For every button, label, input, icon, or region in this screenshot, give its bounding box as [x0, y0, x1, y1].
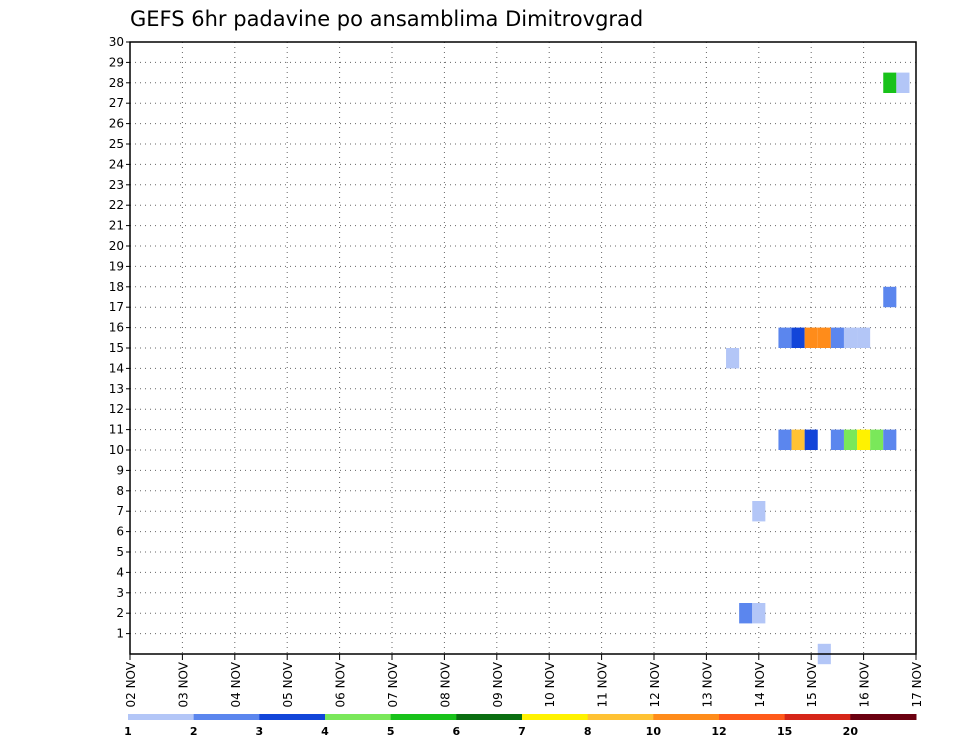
colorbar-swatch: [128, 714, 195, 720]
colorbar-label: 2: [190, 725, 198, 738]
colorbar-label: 6: [453, 725, 461, 738]
y-tick-label: 30: [109, 35, 124, 49]
precip-cell: [804, 429, 818, 450]
y-tick-label: 23: [109, 178, 124, 192]
precip-cell: [778, 327, 792, 348]
colorbar-label: 8: [584, 725, 592, 738]
precip-cell: [843, 327, 858, 348]
y-tick-label: 26: [109, 117, 124, 131]
precip-cell: [739, 603, 753, 624]
precip-cell: [883, 72, 897, 93]
x-tick-label: 03 NOV: [176, 661, 190, 707]
precip-cell: [830, 327, 844, 348]
colorbar: 1 2 3 4 5 6 7 8 10 12 15 20: [124, 714, 917, 738]
precip-cell: [883, 286, 897, 308]
colorbar-swatch: [325, 714, 392, 720]
y-tick-label: 20: [109, 239, 124, 253]
y-tick-label: 19: [109, 259, 124, 273]
colorbar-label: 5: [387, 725, 395, 738]
y-tick-label: 3: [116, 586, 124, 600]
y-tick-label: 27: [109, 96, 124, 110]
x-tick-label: 10 NOV: [543, 661, 557, 707]
y-tick-label: 2: [116, 606, 124, 620]
precip-cell: [896, 72, 910, 93]
precip-cell: [791, 429, 805, 450]
y-tick-label: 16: [109, 321, 124, 335]
x-tick-label: 04 NOV: [229, 661, 243, 707]
precip-cell: [778, 429, 792, 450]
colorbar-label: 20: [843, 725, 859, 738]
precip-cell: [804, 327, 818, 348]
colorbar-label: 7: [518, 725, 526, 738]
precip-cell: [791, 327, 805, 348]
x-tick-label: 05 NOV: [281, 661, 295, 707]
x-tick-label: 09 NOV: [491, 661, 505, 707]
chart-title: GEFS 6hr padavine po ansamblima Dimitrov…: [130, 7, 643, 31]
colorbar-swatch: [587, 714, 654, 720]
y-tick-label: 12: [109, 402, 124, 416]
y-tick-label: 6: [116, 525, 124, 539]
y-tick-label: 28: [109, 76, 124, 90]
colorbar-swatch: [193, 714, 260, 720]
colorbar-label: 4: [321, 725, 329, 738]
y-tick-label: 5: [116, 545, 124, 559]
grid-lines: [130, 42, 916, 654]
x-tick-label: 06 NOV: [334, 661, 348, 707]
precip-cell: [843, 429, 858, 450]
colorbar-label: 1: [124, 725, 132, 738]
colorbar-swatch: [784, 714, 851, 720]
precip-cell: [817, 327, 831, 348]
x-tick-label: 12 NOV: [648, 661, 662, 707]
y-tick-label: 13: [109, 382, 124, 396]
x-tick-label: 08 NOV: [438, 661, 452, 707]
x-tick-label: 17 NOV: [910, 661, 924, 707]
x-tick-label: 07 NOV: [386, 661, 400, 707]
colorbar-swatch: [653, 714, 720, 720]
colorbar-swatch: [259, 714, 326, 720]
x-tick-label: 02 NOV: [124, 661, 138, 707]
y-tick-label: 15: [109, 341, 124, 355]
precip-cell: [726, 348, 740, 369]
y-tick-label: 17: [109, 300, 124, 314]
x-axis: 02 NOV 03 NOV 04 NOV 05 NOV 06 NOV 07 NOV 08 N…: [124, 654, 924, 708]
colorbar-swatch: [456, 714, 523, 720]
colorbar-label: 15: [777, 725, 792, 738]
precip-cell: [870, 429, 884, 450]
y-tick-label: 11: [109, 423, 124, 437]
x-tick-label: 15 NOV: [805, 661, 819, 707]
precip-cell: [752, 501, 766, 522]
y-tick-label: 9: [116, 463, 124, 477]
y-tick-label: 29: [109, 55, 124, 69]
colorbar-swatch: [719, 714, 786, 720]
precip-cell: [883, 429, 897, 450]
x-tick-label: 13 NOV: [700, 661, 714, 707]
y-tick-label: 8: [116, 484, 124, 498]
y-tick-label: 1: [116, 627, 124, 641]
y-tick-label: 18: [109, 280, 124, 294]
x-tick-label: 14 NOV: [753, 661, 767, 707]
y-tick-label: 10: [109, 443, 124, 457]
data-cells: [726, 72, 910, 665]
colorbar-label: 3: [256, 725, 264, 738]
y-tick-label: 25: [109, 137, 124, 151]
y-tick-label: 7: [116, 504, 124, 518]
x-tick-label: 16 NOV: [858, 661, 872, 707]
colorbar-swatch: [390, 714, 457, 720]
y-axis: 1234567891011121314151617181920212223242…: [109, 35, 130, 641]
colorbar-label: 12: [711, 725, 726, 738]
x-tick-label: 11 NOV: [596, 661, 610, 707]
y-tick-label: 22: [109, 198, 124, 212]
colorbar-swatch: [850, 714, 917, 720]
colorbar-label: 10: [646, 725, 662, 738]
colorbar-swatch: [522, 714, 589, 720]
precip-cell: [857, 429, 871, 450]
y-tick-label: 14: [109, 361, 124, 375]
y-tick-label: 21: [109, 219, 124, 233]
precip-cell: [830, 429, 844, 450]
y-tick-label: 24: [109, 157, 124, 171]
precip-cell: [857, 327, 871, 348]
y-tick-label: 4: [116, 565, 124, 579]
precip-cell: [752, 603, 766, 624]
